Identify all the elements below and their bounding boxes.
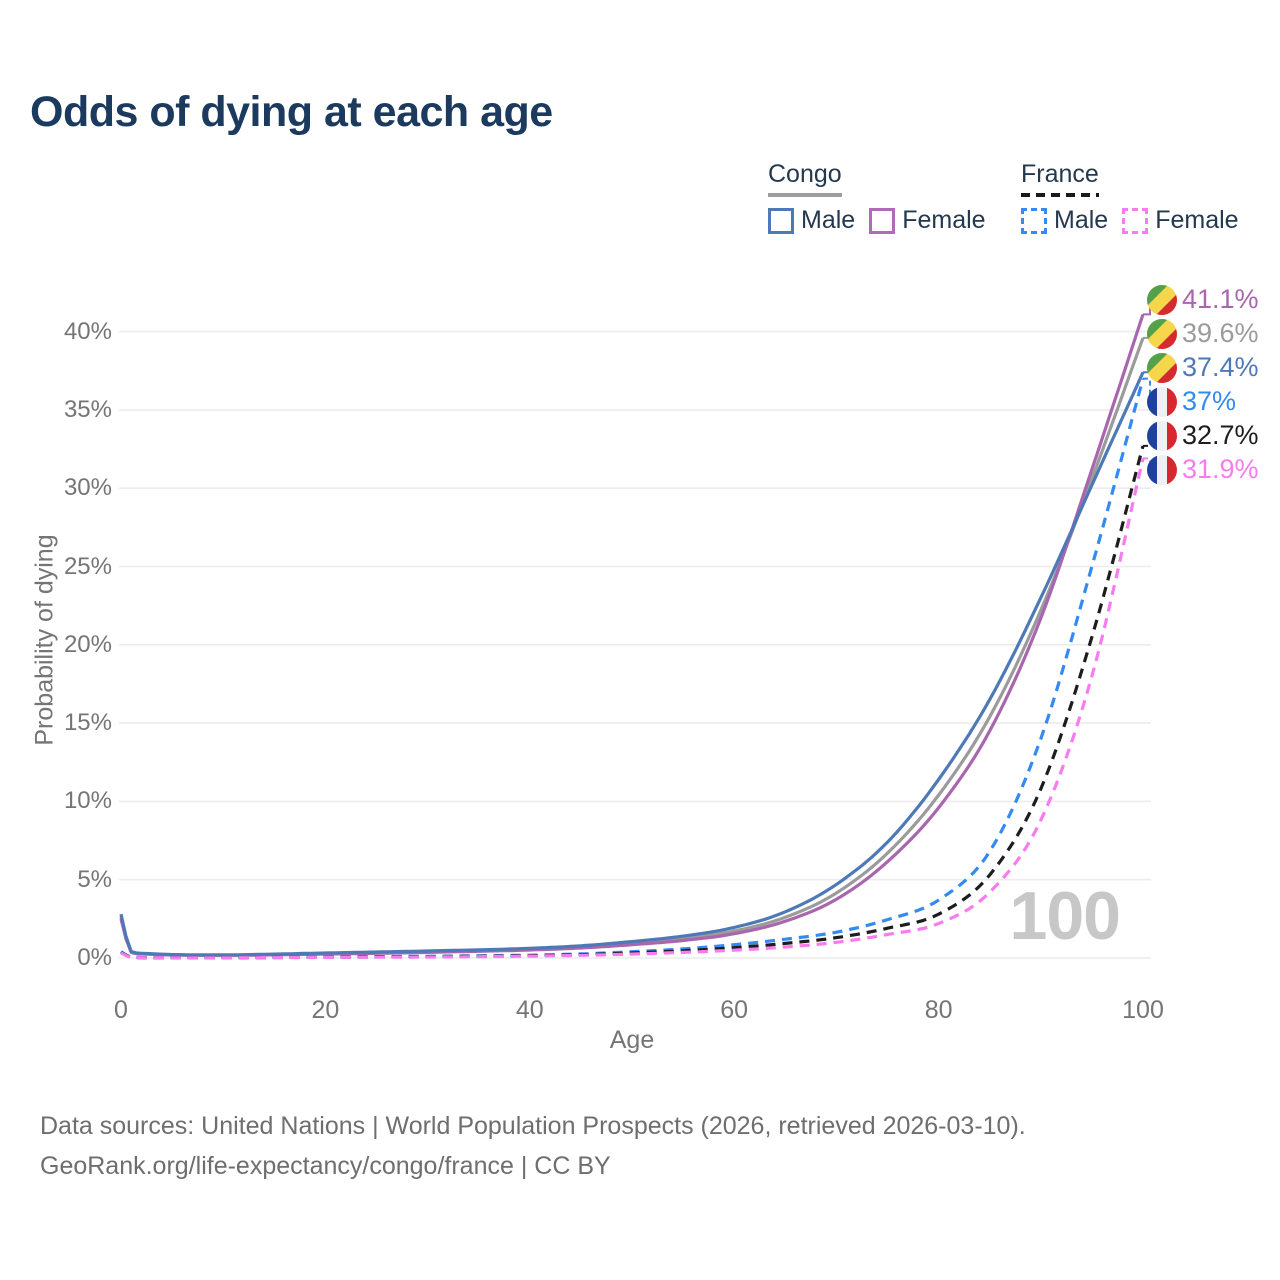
congo-female-swatch-icon	[869, 207, 896, 234]
france-flag-icon	[1147, 420, 1177, 451]
y-tick-label: 35%	[63, 395, 112, 423]
x-tick-label: 60	[720, 996, 749, 1024]
congo-flag-icon	[1147, 284, 1177, 315]
end-label-value: 37.4%	[1182, 352, 1259, 383]
end-label-value: 37%	[1182, 386, 1237, 417]
legend-item-france-male[interactable]: Male	[1021, 206, 1108, 235]
end-label-france-female: 31.9%	[1147, 453, 1259, 487]
legend-group-congo: Congo Male Female	[768, 160, 986, 235]
series-line-france-male	[120, 378, 1145, 960]
end-label-value: 41.1%	[1182, 284, 1259, 315]
x-tick-label: 20	[311, 996, 340, 1024]
y-tick-label: 20%	[63, 630, 112, 658]
congo-flag-icon	[1147, 352, 1177, 383]
y-tick-label: 15%	[63, 709, 112, 737]
end-label-value: 39.6%	[1182, 318, 1259, 349]
end-label-value: 32.7%	[1182, 420, 1259, 451]
x-axis-title: Age	[609, 1026, 655, 1054]
y-tick-label: 30%	[63, 474, 112, 502]
legend-item-congo-female[interactable]: Female	[869, 206, 986, 235]
y-tick-label: 40%	[63, 317, 112, 345]
france-flag-icon	[1147, 454, 1177, 485]
end-label-france-male: 37%	[1147, 385, 1236, 419]
france-male-swatch-icon	[1021, 207, 1047, 234]
legend-france-header: France	[1021, 160, 1099, 188]
y-tick-label: 25%	[63, 552, 112, 580]
footer: Data sources: United Nations | World Pop…	[40, 1106, 1026, 1186]
end-label-congo-male: 37.4%	[1147, 351, 1259, 385]
x-tick-label: 0	[114, 996, 128, 1024]
legend-item-congo-male[interactable]: Male	[768, 206, 855, 235]
end-label-value: 31.9%	[1182, 454, 1259, 485]
legend-label: Male	[801, 206, 856, 234]
y-tick-label: 10%	[63, 787, 112, 815]
france-flag-icon	[1147, 386, 1177, 417]
legend-france-line-style-sample	[1021, 193, 1099, 197]
legend-label: Female	[902, 206, 986, 234]
x-tick-label: 100	[1122, 996, 1164, 1024]
x-tick-label: 80	[924, 996, 953, 1024]
series-line-congo-male	[119, 371, 1145, 957]
legend-group-france: France Male Female	[1021, 160, 1239, 235]
end-label-congo-all: 39.6%	[1147, 317, 1259, 351]
footer-attribution-line: GeoRank.org/life-expectancy/congo/france…	[40, 1152, 611, 1180]
legend-congo-line-style-sample	[768, 193, 842, 197]
legend-label: Female	[1155, 206, 1239, 234]
legend-item-france-female[interactable]: Female	[1122, 206, 1239, 235]
y-tick-label: 5%	[77, 865, 112, 893]
x-tick-label: 40	[515, 996, 544, 1024]
france-female-swatch-icon	[1122, 207, 1149, 234]
legend-congo-header: Congo	[768, 160, 842, 188]
congo-male-swatch-icon	[768, 207, 794, 234]
end-label-congo-female: 41.1%	[1147, 283, 1259, 317]
end-label-france-all: 32.7%	[1147, 419, 1259, 453]
end-label-connector	[1143, 377, 1158, 403]
footer-source-line: Data sources: United Nations | World Pop…	[40, 1112, 1026, 1140]
legend-label: Male	[1054, 206, 1109, 234]
chart-title: Odds of dying at each age	[30, 88, 553, 136]
series-line-france-female	[120, 458, 1145, 960]
y-tick-label: 0%	[77, 944, 112, 971]
hovered-age-indicator: 100	[1009, 878, 1121, 954]
y-axis-title: Probability of dying	[30, 534, 59, 746]
congo-flag-icon	[1147, 318, 1177, 349]
series-line-congo-all	[119, 337, 1145, 957]
